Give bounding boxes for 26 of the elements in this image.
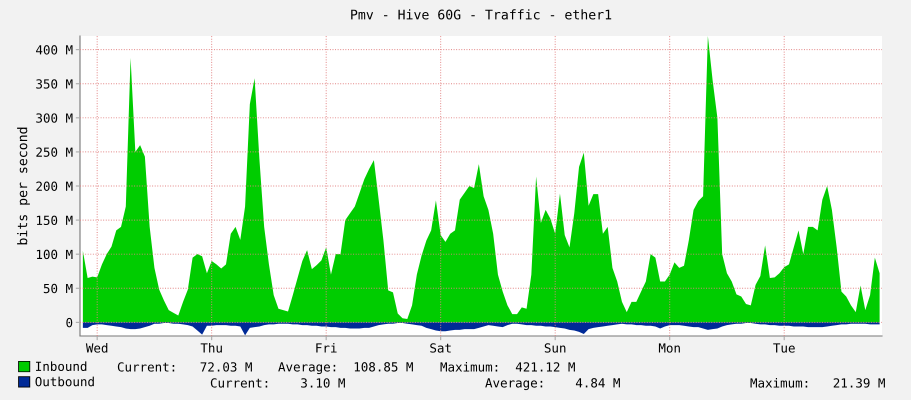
y-tick-label: 0 bbox=[66, 318, 72, 328]
x-tick-label: Sun bbox=[544, 343, 566, 353]
x-tick-label: Tue bbox=[773, 343, 795, 353]
x-tick-label: Wed bbox=[86, 343, 108, 353]
text: Average: 108.85 M bbox=[278, 362, 413, 374]
x-tick-label: Thu bbox=[200, 343, 222, 353]
y-tick-label: 250 M bbox=[36, 147, 73, 157]
x-tick-label: Mon bbox=[658, 343, 680, 353]
x-tick-label: Fri bbox=[316, 343, 337, 353]
x-tick-label: Sat bbox=[430, 343, 451, 353]
text: Current: 72.03 M bbox=[118, 362, 252, 372]
y-tick-label: 150 M bbox=[36, 216, 73, 226]
y-tick-label: 300 M bbox=[36, 113, 73, 123]
text: Average: 4.84 M bbox=[485, 378, 620, 390]
chart-title: Pmv - Hive 60G - Traffic - ether1 bbox=[351, 9, 612, 20]
y-tick-label: 50 M bbox=[44, 284, 73, 294]
y-tick-label: 200 M bbox=[36, 182, 73, 191]
text: Maximum: 421.12 M bbox=[440, 362, 575, 372]
y-tick-label: 100 M bbox=[36, 250, 73, 260]
text: Current: 3.10 M bbox=[210, 378, 345, 388]
text: Maximum: 21.39 M bbox=[750, 378, 885, 388]
y-tick-label: 400 M bbox=[36, 45, 73, 55]
legend-label: Inbound bbox=[36, 361, 86, 372]
legend-label: Outbound bbox=[36, 376, 94, 386]
y-axis-title: bits per second bbox=[17, 128, 30, 244]
y-tick-label: 350 M bbox=[36, 79, 73, 89]
